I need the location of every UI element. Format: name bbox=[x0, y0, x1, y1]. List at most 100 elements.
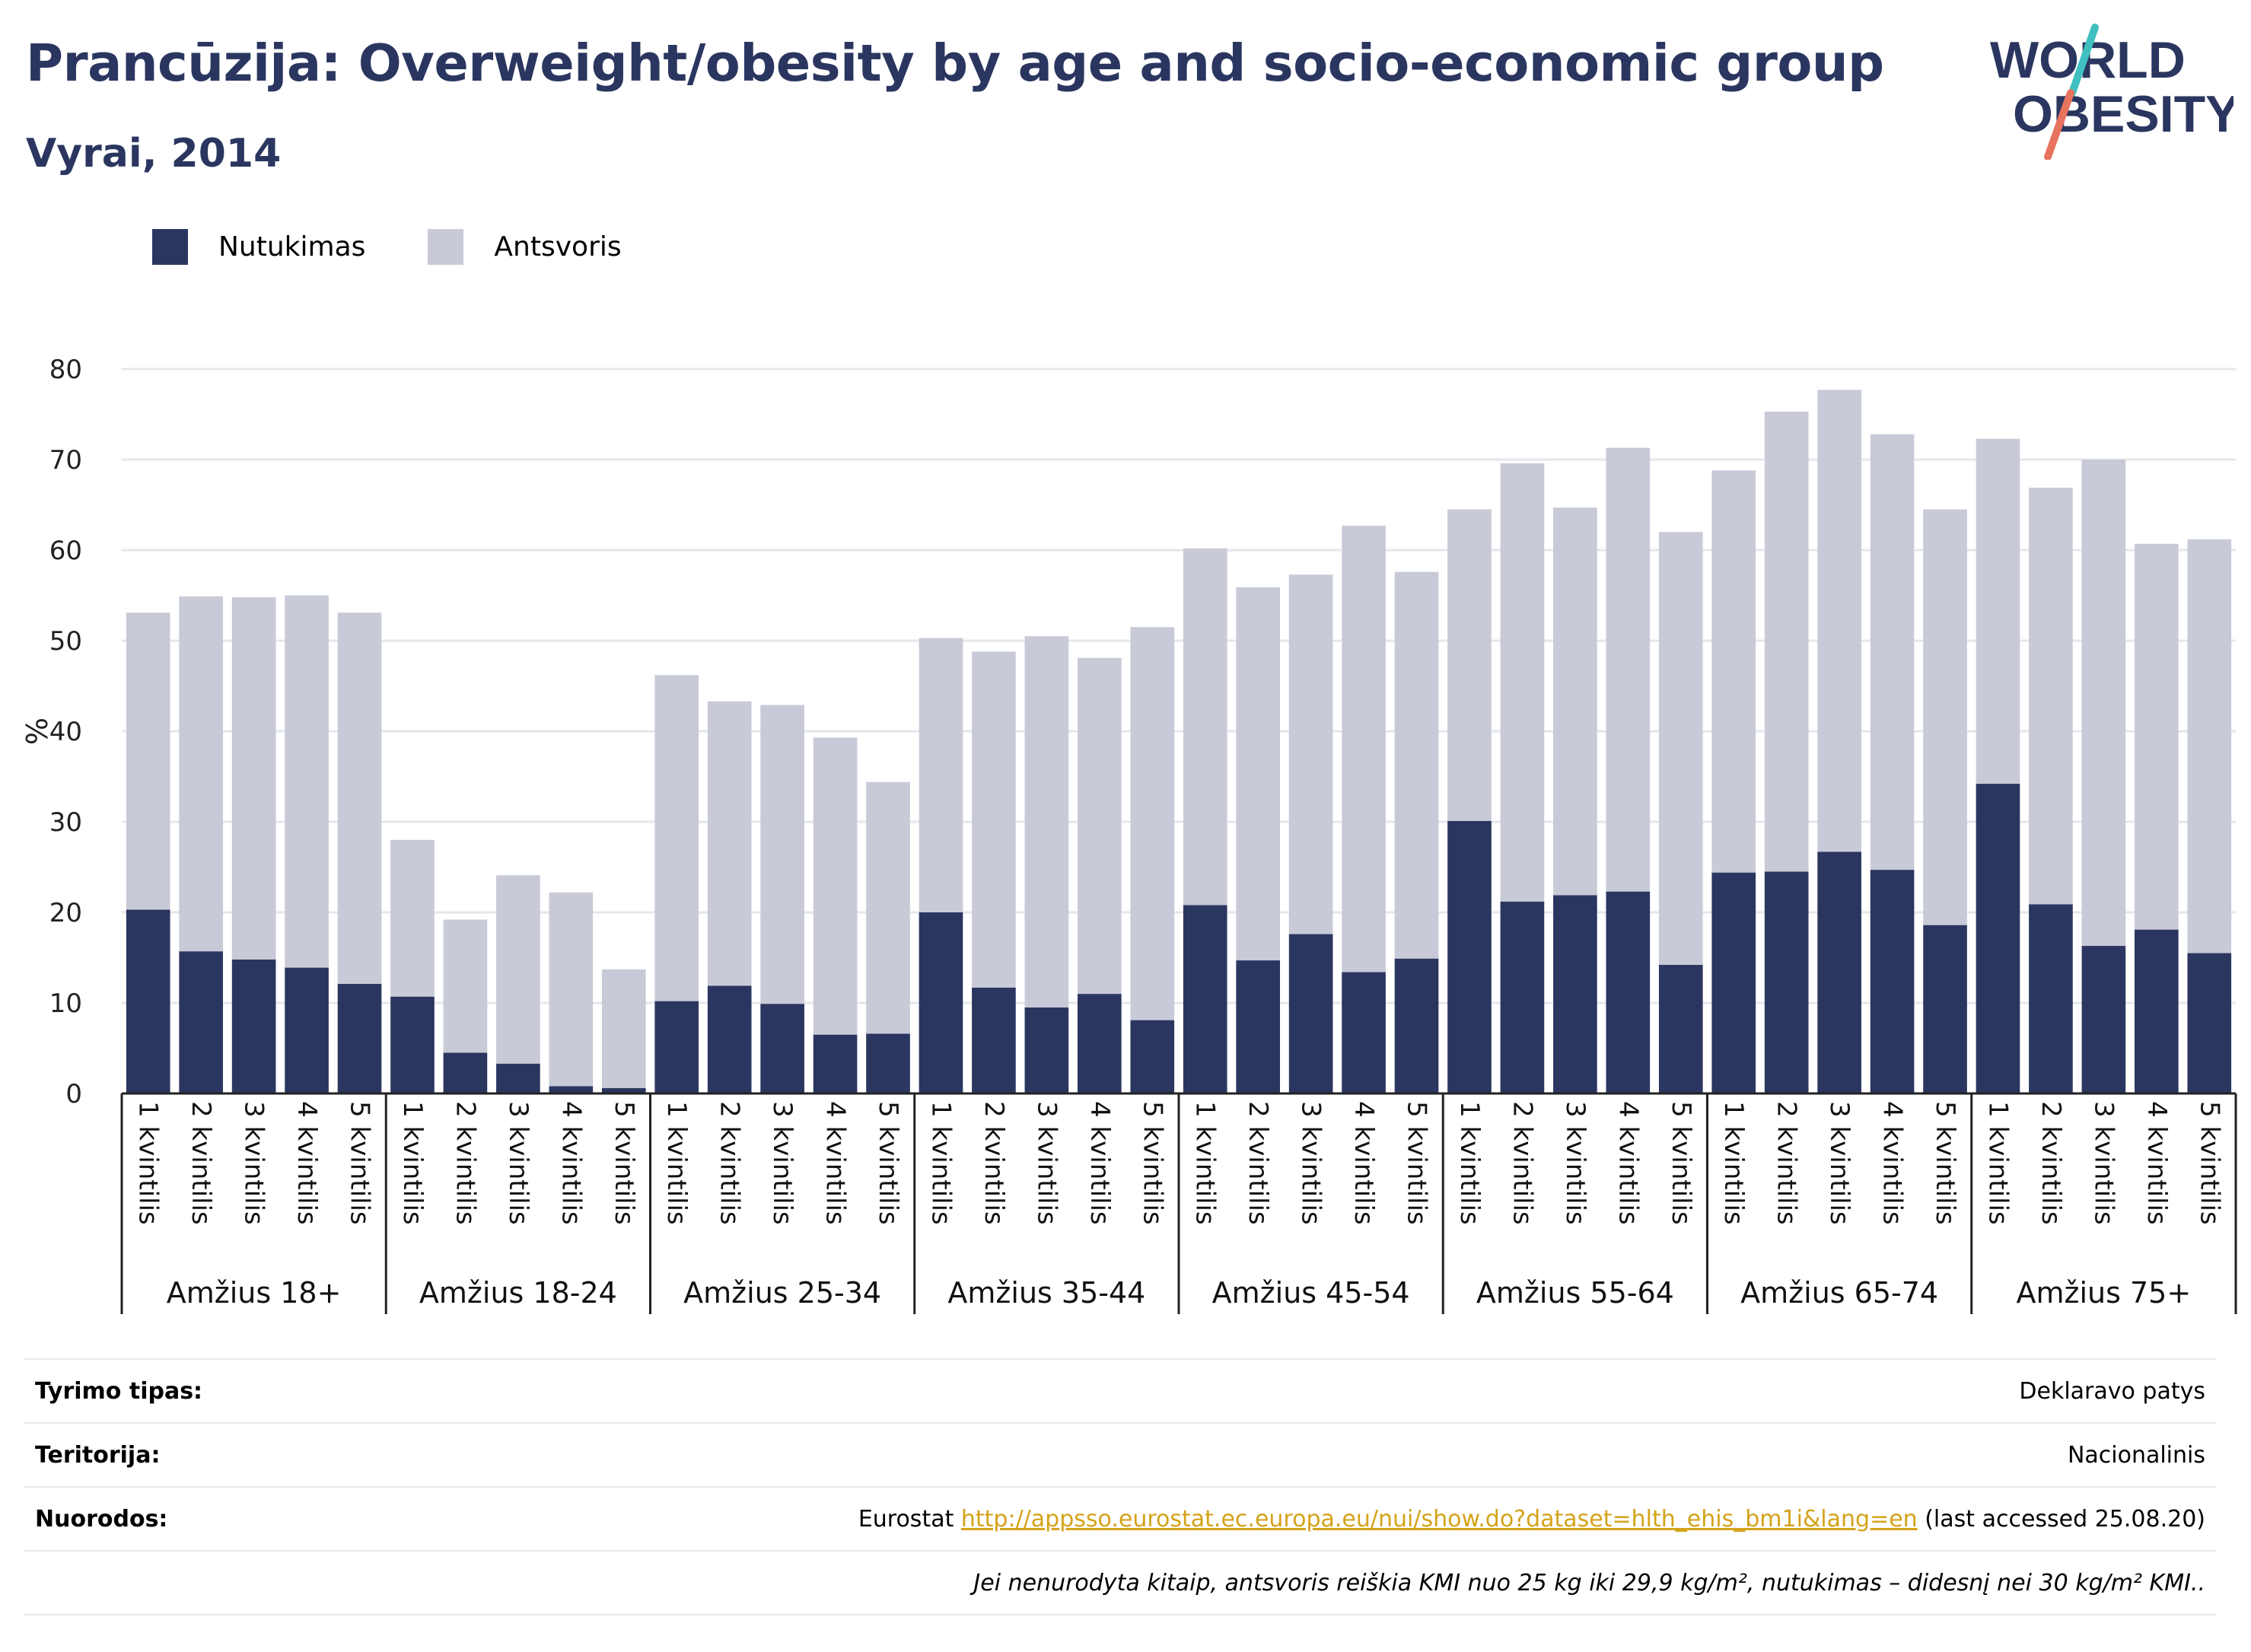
y-tick-label: 50 bbox=[49, 626, 82, 657]
bar-antsvoris bbox=[496, 875, 540, 1064]
group-label: Amžius 75+ bbox=[2017, 1276, 2192, 1310]
x-tick-label: 2 kvintilis bbox=[715, 1101, 745, 1225]
x-tick-label: 3 kvintilis bbox=[1560, 1101, 1590, 1225]
y-tick-label: 80 bbox=[49, 355, 82, 385]
bar-antsvoris bbox=[1976, 438, 2020, 785]
info-label-references: Nuorodos: bbox=[35, 1505, 168, 1533]
bar-nutukimas bbox=[496, 1063, 540, 1093]
bar-nutukimas bbox=[1764, 871, 1809, 1093]
bar-nutukimas bbox=[1183, 905, 1227, 1093]
x-tick-label: 5 kvintilis bbox=[609, 1101, 639, 1225]
x-tick-label: 4 kvintilis bbox=[820, 1101, 851, 1225]
info-label-survey-type: Tyrimo tipas: bbox=[35, 1377, 203, 1405]
x-tick-label: 5 kvintilis bbox=[1930, 1101, 1960, 1225]
x-tick-label: 4 kvintilis bbox=[1084, 1101, 1115, 1225]
logo-text-obesity: OBESITY bbox=[2013, 85, 2233, 143]
bar-nutukimas bbox=[1236, 960, 1280, 1093]
bar-antsvoris bbox=[443, 919, 488, 1053]
bar-nutukimas bbox=[549, 1086, 594, 1093]
x-tick-label: 3 kvintilis bbox=[767, 1101, 798, 1225]
x-tick-label: 3 kvintilis bbox=[1031, 1101, 1062, 1225]
info-row-territory: Teritorija: Nacionalinis bbox=[24, 1422, 2216, 1486]
x-tick-label: 5 kvintilis bbox=[1137, 1101, 1167, 1225]
bar-antsvoris bbox=[1078, 657, 1122, 995]
bar-nutukimas bbox=[2029, 904, 2073, 1093]
bar-nutukimas bbox=[972, 987, 1016, 1093]
bar-nutukimas bbox=[390, 996, 435, 1093]
x-tick-label: 2 kvintilis bbox=[1772, 1101, 1802, 1225]
info-label-territory: Teritorija: bbox=[35, 1441, 161, 1469]
legend-swatch-obesity bbox=[152, 228, 188, 265]
legend-item-obesity: Nutukimas bbox=[152, 228, 366, 265]
x-tick-label: 1 kvintilis bbox=[1190, 1101, 1221, 1225]
bar-nutukimas bbox=[919, 912, 963, 1093]
x-tick-label: 1 kvintilis bbox=[1718, 1101, 1749, 1225]
x-tick-label: 4 kvintilis bbox=[291, 1101, 322, 1225]
x-tick-label: 5 kvintilis bbox=[1666, 1101, 1696, 1225]
reference-suffix: (last accessed 25.08.20) bbox=[1917, 1505, 2205, 1533]
bar-nutukimas bbox=[1976, 784, 2020, 1093]
legend-item-overweight: Antsvoris bbox=[428, 228, 622, 265]
bar-antsvoris bbox=[972, 651, 1016, 988]
x-tick-label: 5 kvintilis bbox=[2194, 1101, 2224, 1225]
bar-antsvoris bbox=[1447, 509, 1492, 821]
bar-antsvoris bbox=[337, 613, 382, 985]
bar-nutukimas bbox=[654, 1001, 699, 1093]
x-tick-label: 4 kvintilis bbox=[2141, 1101, 2172, 1225]
x-tick-label: 4 kvintilis bbox=[556, 1101, 586, 1225]
bar-nutukimas bbox=[2135, 929, 2179, 1093]
bar-nutukimas bbox=[1024, 1007, 1069, 1093]
x-tick-label: 2 kvintilis bbox=[1243, 1101, 1273, 1225]
page-title: Prancūzija: Overweight/obesity by age an… bbox=[26, 33, 1884, 93]
x-tick-label: 1 kvintilis bbox=[661, 1101, 692, 1225]
bar-antsvoris bbox=[866, 781, 910, 1034]
reference-prefix: Eurostat bbox=[858, 1505, 961, 1533]
x-tick-label: 1 kvintilis bbox=[133, 1101, 164, 1225]
bar-antsvoris bbox=[1130, 627, 1175, 1020]
bar-nutukimas bbox=[285, 967, 329, 1093]
bar-nutukimas bbox=[1606, 891, 1651, 1093]
x-tick-label: 3 kvintilis bbox=[503, 1101, 533, 1225]
eurostat-link[interactable]: http://appsso.eurostat.ec.europa.eu/nui/… bbox=[960, 1505, 1918, 1533]
group-label: Amžius 65-74 bbox=[1740, 1276, 1938, 1310]
legend-label-obesity: Nutukimas bbox=[218, 231, 366, 263]
info-table: Tyrimo tipas: Deklaravo patys Teritorija… bbox=[24, 1358, 2216, 1615]
bar-nutukimas bbox=[1500, 901, 1545, 1093]
x-tick-label: 1 kvintilis bbox=[1982, 1101, 2013, 1225]
bar-nutukimas bbox=[1447, 820, 1492, 1093]
y-tick-label: 70 bbox=[49, 445, 82, 476]
bar-nutukimas bbox=[1553, 895, 1597, 1093]
bar-antsvoris bbox=[2187, 539, 2232, 953]
x-tick-label: 3 kvintilis bbox=[2088, 1101, 2119, 1225]
bar-nutukimas bbox=[2081, 946, 2126, 1093]
y-tick-label: 40 bbox=[49, 717, 82, 747]
x-tick-label: 2 kvintilis bbox=[186, 1101, 216, 1225]
bar-nutukimas bbox=[337, 984, 382, 1093]
bar-nutukimas bbox=[1394, 958, 1439, 1093]
group-label: Amžius 25-34 bbox=[683, 1276, 881, 1310]
bar-antsvoris bbox=[1394, 571, 1439, 959]
info-value-survey-type: Deklaravo patys bbox=[2019, 1377, 2205, 1405]
bar-antsvoris bbox=[1817, 390, 1861, 852]
x-tick-label: 1 kvintilis bbox=[1454, 1101, 1485, 1225]
bar-nutukimas bbox=[1130, 1020, 1175, 1093]
x-tick-label: 5 kvintilis bbox=[1402, 1101, 1432, 1225]
bar-antsvoris bbox=[1024, 636, 1069, 1007]
bar-antsvoris bbox=[1236, 587, 1280, 961]
bar-nutukimas bbox=[1923, 925, 1967, 1093]
bar-antsvoris bbox=[1606, 447, 1651, 892]
bar-antsvoris bbox=[601, 969, 646, 1088]
bar-antsvoris bbox=[919, 638, 963, 912]
x-tick-label: 3 kvintilis bbox=[1824, 1101, 1855, 1225]
bar-antsvoris bbox=[1764, 411, 1809, 872]
bar-antsvoris bbox=[654, 675, 699, 1001]
info-value-references: Eurostat http://appsso.eurostat.ec.europ… bbox=[858, 1506, 2205, 1533]
bar-antsvoris bbox=[126, 613, 170, 910]
y-tick-label: 0 bbox=[65, 1079, 82, 1109]
x-tick-label: 4 kvintilis bbox=[1348, 1101, 1379, 1225]
chart-legend: Nutukimas Antsvoris bbox=[152, 227, 684, 266]
y-tick-label: 10 bbox=[49, 988, 82, 1019]
bar-antsvoris bbox=[2081, 460, 2126, 947]
bar-nutukimas bbox=[1711, 872, 1756, 1093]
bar-nutukimas bbox=[1342, 972, 1386, 1093]
